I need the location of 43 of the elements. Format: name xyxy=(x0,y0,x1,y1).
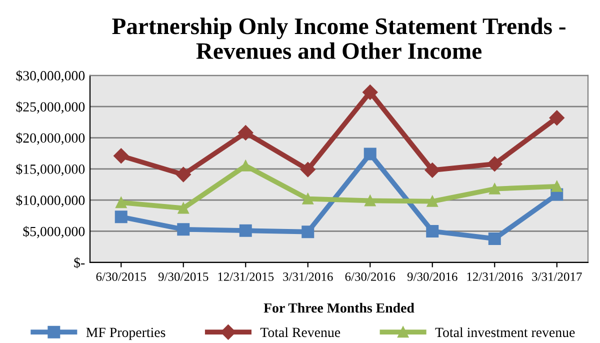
point xyxy=(487,156,502,172)
y-tick-label: $30,000,000 xyxy=(16,70,85,82)
point xyxy=(551,180,562,192)
y-tick-label: $15,000,000 xyxy=(16,164,85,176)
x-tick-label: 6/30/2016 xyxy=(345,272,396,281)
y-tick-label: $- xyxy=(74,257,85,268)
point xyxy=(364,148,376,160)
point xyxy=(178,202,189,214)
point xyxy=(116,197,127,208)
point xyxy=(114,148,129,164)
point xyxy=(302,226,314,238)
point xyxy=(114,210,128,224)
x-tick-label: 9/30/2016 xyxy=(407,272,458,281)
y-tick-label: $25,000,000 xyxy=(16,101,85,114)
legend-label: Total investment revenue xyxy=(435,327,575,338)
point xyxy=(426,196,438,207)
legend-label: MF Properties xyxy=(86,328,166,340)
y-tick-label: $5,000,000 xyxy=(23,226,85,238)
point xyxy=(549,110,564,126)
point xyxy=(176,166,191,182)
point xyxy=(426,224,439,238)
x-axis-title: For Three Months Ended xyxy=(264,302,414,313)
y-tick-label: $20,000,000 xyxy=(16,132,85,145)
legend-label: Total Revenue xyxy=(260,327,340,338)
point xyxy=(362,84,378,100)
y-tick-label: $10,000,000 xyxy=(16,194,85,208)
point xyxy=(424,162,440,178)
point xyxy=(488,232,501,245)
point xyxy=(300,162,316,178)
point xyxy=(364,195,376,206)
point xyxy=(238,125,254,140)
x-tick-label: 3/31/2017 xyxy=(532,272,582,281)
point xyxy=(177,223,190,236)
x-tick-label: 6/30/2015 xyxy=(96,272,146,281)
x-tick-label: 9/30/2015 xyxy=(158,272,208,281)
point xyxy=(239,224,252,237)
x-tick-label: 12/31/2015 xyxy=(218,272,274,281)
point xyxy=(489,183,500,194)
x-tick-label: 12/31/2016 xyxy=(467,272,523,281)
x-tick-label: 3/31/2016 xyxy=(283,272,333,281)
chart-title: Partnership Only Income Statement Trends - Revenues and Other Income xyxy=(112,18,566,60)
point xyxy=(302,193,314,204)
point xyxy=(240,160,252,172)
